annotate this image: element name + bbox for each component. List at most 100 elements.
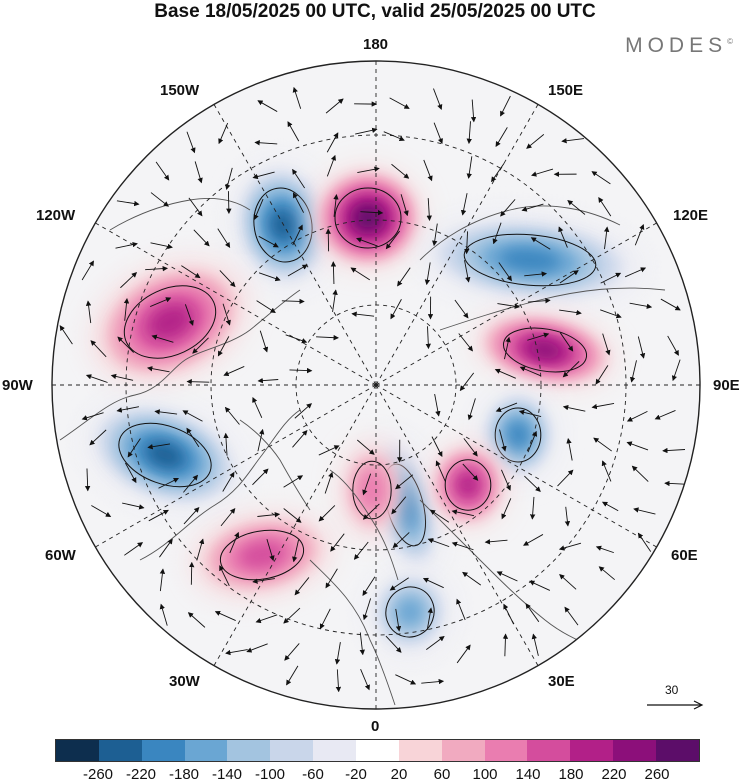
- wind-arrow: [600, 309, 622, 319]
- wind-arrow: [459, 372, 475, 392]
- wind-arrow: [559, 332, 574, 352]
- wind-arrow: [154, 409, 178, 415]
- wind-arrow: [332, 289, 338, 313]
- wind-arrow: [557, 469, 574, 487]
- wind-arrow: [283, 475, 304, 488]
- wind-arrow: [531, 633, 539, 656]
- wind-arrow: [492, 222, 502, 245]
- wind-arrow: [183, 474, 199, 493]
- colorbar-swatch: [441, 740, 485, 761]
- wind-arrow: [90, 340, 107, 358]
- wind-arrow: [316, 334, 339, 341]
- wind-arrow: [223, 366, 245, 376]
- wind-arrow: [110, 373, 134, 381]
- longitude-label-30e: 30E: [548, 673, 575, 690]
- anomaly-contour: [494, 407, 542, 463]
- wind-arrow: [214, 610, 236, 621]
- wind-arrow: [81, 260, 94, 281]
- wind-arrow: [429, 509, 450, 523]
- anomaly-contour: [123, 285, 217, 359]
- colorbar-tick-label: 220: [601, 766, 627, 783]
- wind-arrow: [252, 468, 269, 486]
- wind-arrow: [292, 168, 306, 189]
- longitude-label-120w: 120W: [36, 207, 76, 224]
- wind-arrow: [266, 539, 275, 562]
- wind-arrow: [147, 443, 170, 450]
- wind-arrow: [562, 361, 580, 378]
- wind-arrow: [362, 576, 376, 596]
- anomaly-negative: [147, 442, 183, 468]
- colorbar-swatch: [570, 740, 614, 761]
- anomaly-positive: [357, 208, 379, 228]
- vector-reference: 30: [645, 683, 705, 713]
- wind-arrow: [220, 508, 236, 527]
- wind-arrow: [353, 541, 369, 560]
- wind-arrow: [504, 336, 511, 360]
- wind-arrow: [333, 194, 339, 217]
- anomaly-field: [88, 163, 640, 654]
- wind-arrow: [292, 539, 299, 563]
- vector-reference-arrow: [647, 700, 704, 710]
- colorbar-swatch: [56, 740, 99, 761]
- wind-arrow: [181, 265, 201, 279]
- wind-arrow: [318, 445, 340, 456]
- wind-arrow: [255, 614, 278, 624]
- wind-arrow: [222, 471, 235, 492]
- wind-arrow: [654, 410, 676, 420]
- wind-arrow: [362, 473, 372, 496]
- wind-arrow: [466, 156, 473, 179]
- wind-arrow: [525, 603, 540, 623]
- wind-arrow: [499, 429, 507, 452]
- colorbar-tick-label: 60: [433, 766, 451, 783]
- brand-logo: MODES©: [625, 34, 733, 58]
- wind-arrow: [531, 168, 554, 177]
- wind-arrow: [451, 541, 474, 551]
- wind-arrow: [351, 311, 375, 317]
- coastline: [439, 287, 666, 331]
- colorbar-swatch: [270, 740, 314, 761]
- colorbar-swatch: [227, 740, 271, 761]
- anomaly-contour: [385, 586, 435, 638]
- wind-arrow: [527, 297, 551, 304]
- wind-arrow: [591, 171, 611, 185]
- wind-arrow: [433, 88, 443, 110]
- wind-arrow: [287, 121, 300, 142]
- wind-arrow: [159, 568, 166, 592]
- wind-arrow: [462, 463, 479, 481]
- colorbar-swatch: [313, 740, 357, 761]
- wind-arrow: [456, 644, 471, 664]
- wind-arrow: [400, 194, 409, 217]
- anomaly-contour: [502, 327, 588, 373]
- wind-arrow: [218, 122, 229, 145]
- longitude-label-60w: 60W: [45, 547, 76, 564]
- wind-arrow: [258, 235, 279, 248]
- wind-arrow: [564, 606, 579, 626]
- anomaly-contour: [444, 459, 492, 511]
- wind-arrow: [334, 642, 341, 665]
- wind-arrow: [116, 200, 140, 207]
- wind-arrow: [498, 262, 512, 282]
- colorbar-tick-label: -60: [302, 766, 324, 783]
- colorbar-swatch: [141, 740, 185, 761]
- wind-arrow: [435, 460, 446, 482]
- wind-arrow: [219, 565, 230, 586]
- wind-arrow: [433, 122, 443, 145]
- wind-arrow: [224, 406, 240, 425]
- wind-arrow: [122, 502, 145, 510]
- wind-arrow: [524, 475, 541, 492]
- wind-arrow: [146, 366, 170, 373]
- wind-arrow: [660, 298, 681, 311]
- anomaly-positive: [149, 305, 191, 339]
- longitude-label-60e: 60E: [671, 547, 698, 564]
- wind-arrow: [225, 167, 233, 191]
- wind-arrow: [503, 603, 515, 625]
- colorbar-swatch: [184, 740, 228, 761]
- wind-arrow: [392, 532, 410, 549]
- colorbar-swatch: [656, 740, 699, 761]
- wind-arrow: [292, 192, 305, 213]
- wind-arrow: [294, 403, 312, 419]
- wind-arrow: [362, 598, 372, 621]
- wind-arrow: [217, 336, 230, 357]
- wind-arrow: [637, 336, 646, 359]
- wind-arrow: [567, 199, 586, 215]
